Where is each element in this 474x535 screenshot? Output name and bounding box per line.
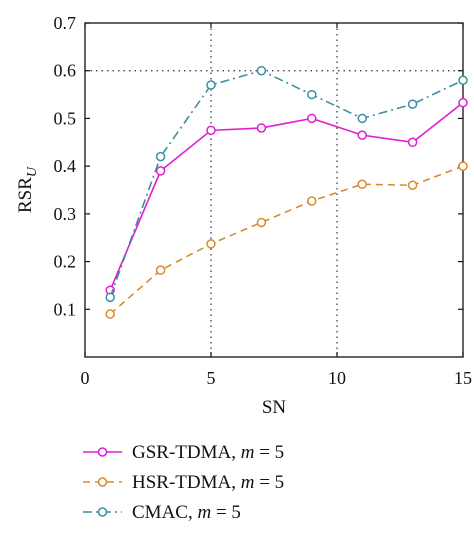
series-line-1: [109, 165, 464, 315]
series-1-point-0: [105, 309, 115, 319]
legend-item-0: GSR-TDMA, m = 5: [83, 442, 284, 463]
x-tick-label-5: 5: [207, 368, 216, 388]
series-1-point-2: [206, 239, 216, 249]
legend-label-2: CMAC, m = 5: [132, 502, 241, 523]
series-lines: [105, 65, 468, 319]
y-axis-label: RSRU: [15, 166, 40, 213]
series-2-point-5: [357, 113, 367, 124]
series-1-point-6: [407, 180, 418, 190]
series-0-point-7: [458, 97, 468, 108]
series-1-point-7: [458, 161, 468, 171]
legend-label-value-1: = 5: [254, 472, 284, 493]
series-0-point-2: [206, 125, 216, 136]
legend-label-name-1: HSR-TDMA,: [132, 472, 241, 493]
legend-swatch-marker-0: [97, 447, 108, 457]
series-0: [105, 97, 468, 295]
y-tick-label-0.6: 0.6: [54, 61, 77, 81]
series-2-point-6: [407, 99, 418, 109]
y-tick-label-0.1: 0.1: [54, 299, 77, 319]
legend-label-m-2: m: [197, 502, 211, 523]
y-tick-label-0.2: 0.2: [54, 252, 77, 272]
series-0-point-1: [155, 166, 166, 176]
series-line-0: [109, 102, 464, 291]
legend-label-value-2: = 5: [211, 502, 241, 523]
legend-swatch-marker-2: [97, 507, 108, 517]
series-1-point-4: [307, 196, 317, 206]
legend-label-name-2: CMAC,: [132, 502, 197, 523]
y-axis-label-main: RSR: [15, 177, 36, 213]
series-0-point-3: [256, 123, 267, 133]
legend-label-0: GSR-TDMA, m = 5: [132, 442, 284, 463]
legend-label-1: HSR-TDMA, m = 5: [132, 472, 284, 493]
plot-frame: [84, 22, 464, 358]
legend-item-2: CMAC, m = 5: [83, 502, 241, 523]
series-1-point-5: [357, 179, 367, 190]
series-2-point-7: [458, 75, 468, 86]
grid-lines: [85, 23, 463, 357]
series-2-point-2: [206, 80, 216, 90]
series-line-2: [109, 69, 464, 298]
x-axis-label: SN: [262, 397, 287, 418]
legend-label-name-0: GSR-TDMA,: [132, 442, 241, 463]
y-tick-label-0.4: 0.4: [54, 156, 77, 176]
series-2-point-4: [307, 89, 317, 100]
series-2: [105, 65, 468, 303]
series-1-point-1: [155, 265, 166, 275]
y-tick-label-0.5: 0.5: [54, 108, 77, 128]
legend-item-1: HSR-TDMA, m = 5: [83, 472, 284, 493]
y-tick-label-0.7: 0.7: [54, 13, 77, 33]
legend-label-m-1: m: [241, 472, 255, 493]
series-0-point-5: [357, 130, 367, 140]
axis-ticks: 0 5 10 15 0.1 0.2 0.3 0.4 0.5 0.6 0.7: [54, 13, 473, 388]
legend-swatch-marker-1: [97, 477, 108, 487]
legend-label-value-0: = 5: [254, 442, 284, 463]
series-1: [105, 161, 468, 319]
x-tick-label-15: 15: [454, 368, 472, 388]
series-2-point-3: [256, 65, 267, 76]
series-2-point-1: [155, 151, 166, 162]
series-0-point-4: [307, 113, 317, 124]
x-tick-label-0: 0: [81, 368, 90, 388]
series-0-point-6: [407, 137, 418, 148]
series-2-point-0: [105, 292, 115, 303]
y-axis-label-subscript: U: [25, 166, 40, 177]
y-tick-label-0.3: 0.3: [54, 204, 77, 224]
legend-label-m-0: m: [241, 442, 255, 463]
series-1-point-3: [256, 217, 267, 228]
x-tick-label-10: 10: [328, 368, 346, 388]
